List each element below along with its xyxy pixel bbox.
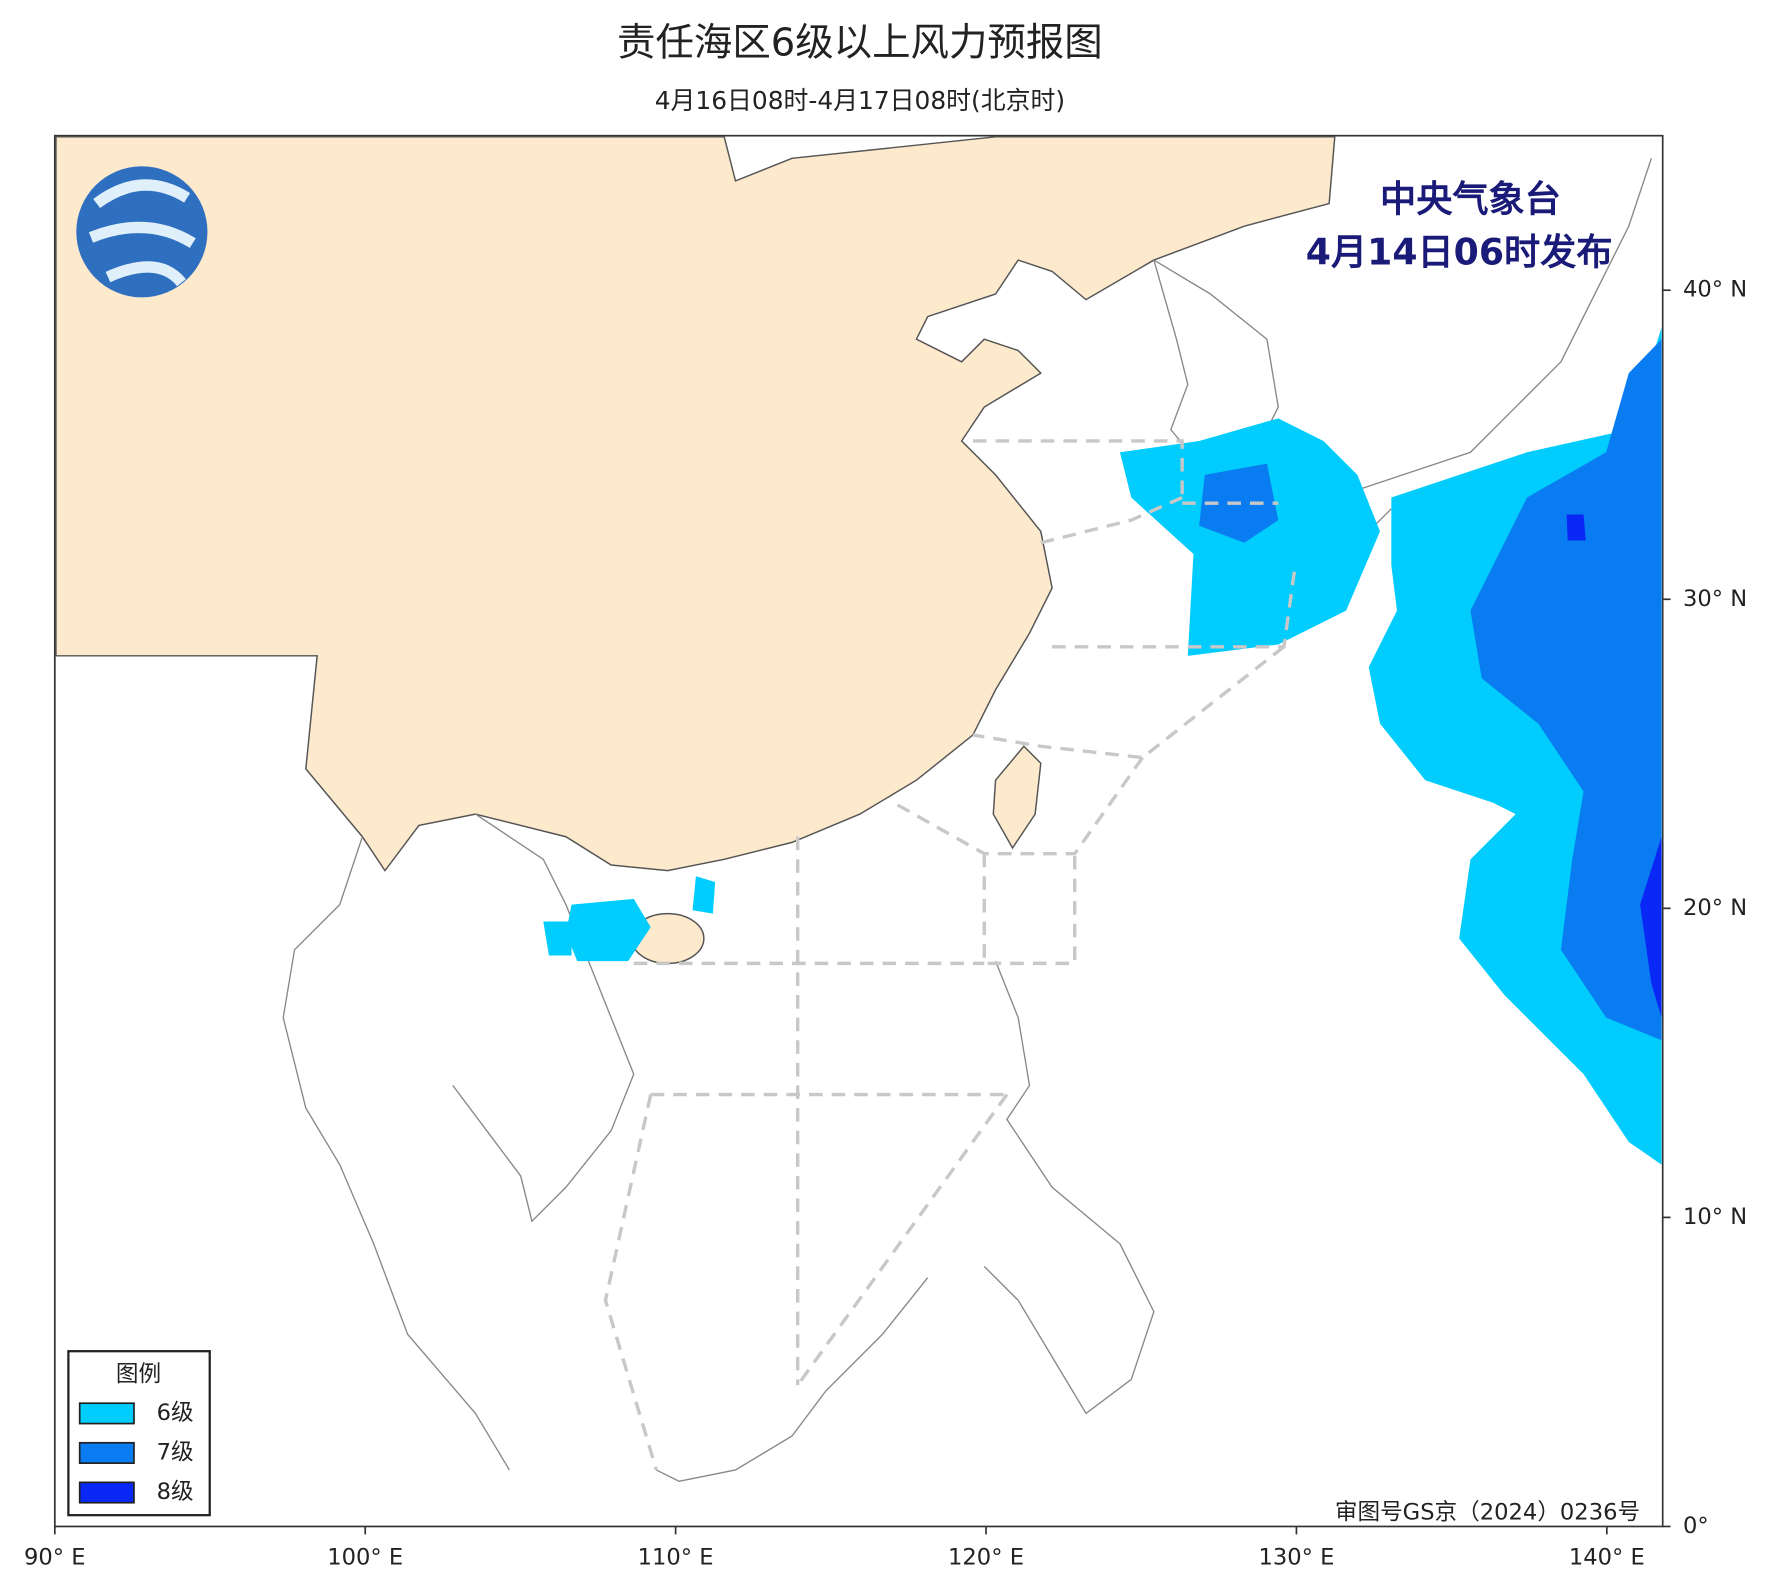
x-tick-label: 120° E [948,1545,1024,1571]
y-tick-label: 20° N [1683,895,1747,921]
legend: 图例 6级 7级 8级 [67,1350,211,1517]
x-tick-label: 140° E [1569,1545,1645,1571]
y-tick-label: 30° N [1683,586,1747,612]
islands-outline [656,960,1155,1482]
wind-area [565,898,651,962]
sea-area-boundary [603,439,1297,1471]
wind-area [1640,836,1662,1018]
y-tick-label: 0° [1683,1513,1709,1539]
wind-area [1470,339,1662,1041]
dashed-boundaries [603,439,1297,1471]
x-tick-label: 110° E [638,1545,714,1571]
approval-number: 审图号GS京（2024）0236号 [1335,1499,1640,1525]
title: 责任海区6级以上风力预报图 [617,21,1103,66]
legend-swatch [78,1481,135,1504]
x-tick-label: 90° E [24,1545,86,1571]
wind-areas [543,327,1662,1165]
subtitle: 4月16日08时-4月17日08时(北京时) [655,86,1065,115]
wind-area [543,921,572,956]
legend-swatch [78,1402,135,1425]
y-tick-label: 40° N [1683,277,1747,303]
indochina-outline [282,813,635,1471]
y-tick-label: 10° N [1683,1204,1747,1230]
legend-label: 7级 [157,1439,194,1465]
logo [76,166,208,298]
x-tick-label: 130° E [1258,1545,1334,1571]
logo-mark [88,179,196,287]
legend-title: 图例 [116,1361,161,1387]
legend-label: 8级 [157,1479,194,1505]
issuer-name: 中央气象台 [1380,177,1561,220]
issue-time: 4月14日06时发布 [1306,230,1613,273]
taiwan [992,745,1042,850]
wind-area [692,876,716,914]
x-tick-label: 100° E [327,1545,403,1571]
axes: 90° E 100° E 110° E 120° E 130° E 140° E 0° 10°… [24,277,1747,1571]
china-land [55,136,1336,872]
legend-label: 6级 [157,1400,194,1426]
wind-area [1566,514,1586,541]
legend-swatch [78,1441,135,1464]
